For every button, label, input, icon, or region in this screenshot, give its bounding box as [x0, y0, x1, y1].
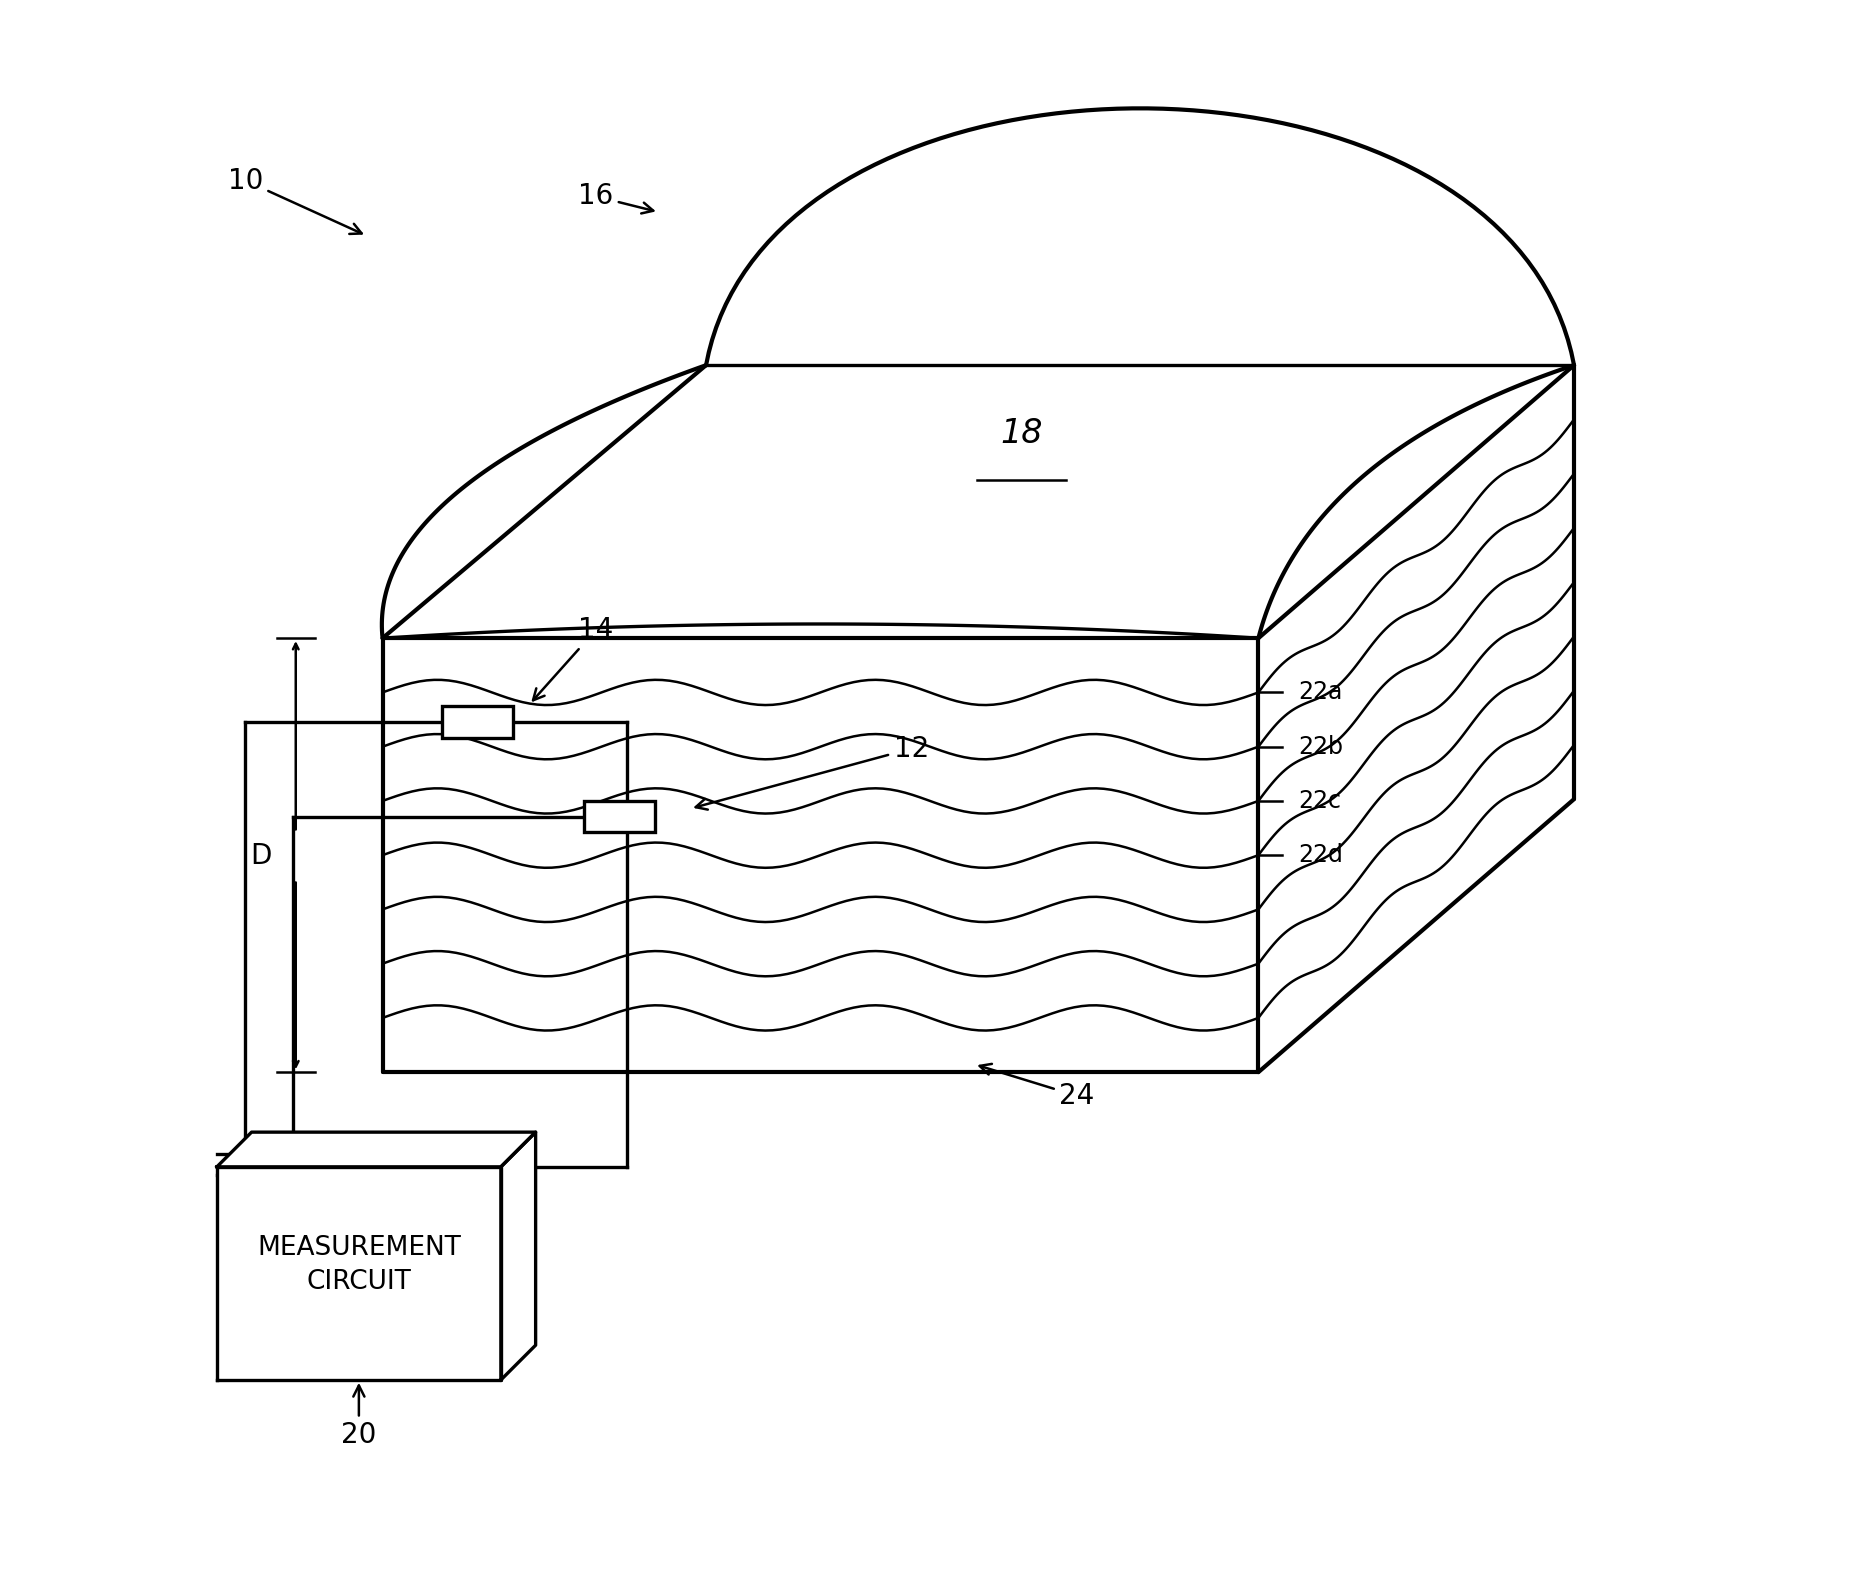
Text: 22d: 22d [1298, 844, 1342, 868]
Bar [441, 705, 514, 737]
Bar [584, 801, 654, 833]
Polygon shape [217, 1167, 501, 1380]
Polygon shape [382, 108, 1574, 638]
Polygon shape [501, 1132, 536, 1380]
Text: 24: 24 [979, 1063, 1094, 1110]
Polygon shape [382, 365, 1574, 638]
Polygon shape [217, 1132, 536, 1167]
Text: 12: 12 [695, 734, 929, 810]
Polygon shape [382, 638, 1259, 1071]
Text: 22c: 22c [1298, 790, 1340, 814]
Text: 22a: 22a [1298, 680, 1342, 704]
Text: 18: 18 [1001, 417, 1044, 449]
Text: 22b: 22b [1298, 734, 1342, 759]
Text: MEASUREMENT
CIRCUIT: MEASUREMENT CIRCUIT [258, 1235, 462, 1296]
Text: 20: 20 [341, 1385, 376, 1449]
Polygon shape [1259, 365, 1574, 1071]
Text: D: D [250, 842, 273, 869]
Text: 14: 14 [534, 616, 614, 700]
Text: 16: 16 [578, 183, 653, 213]
Text: 10: 10 [228, 167, 362, 234]
